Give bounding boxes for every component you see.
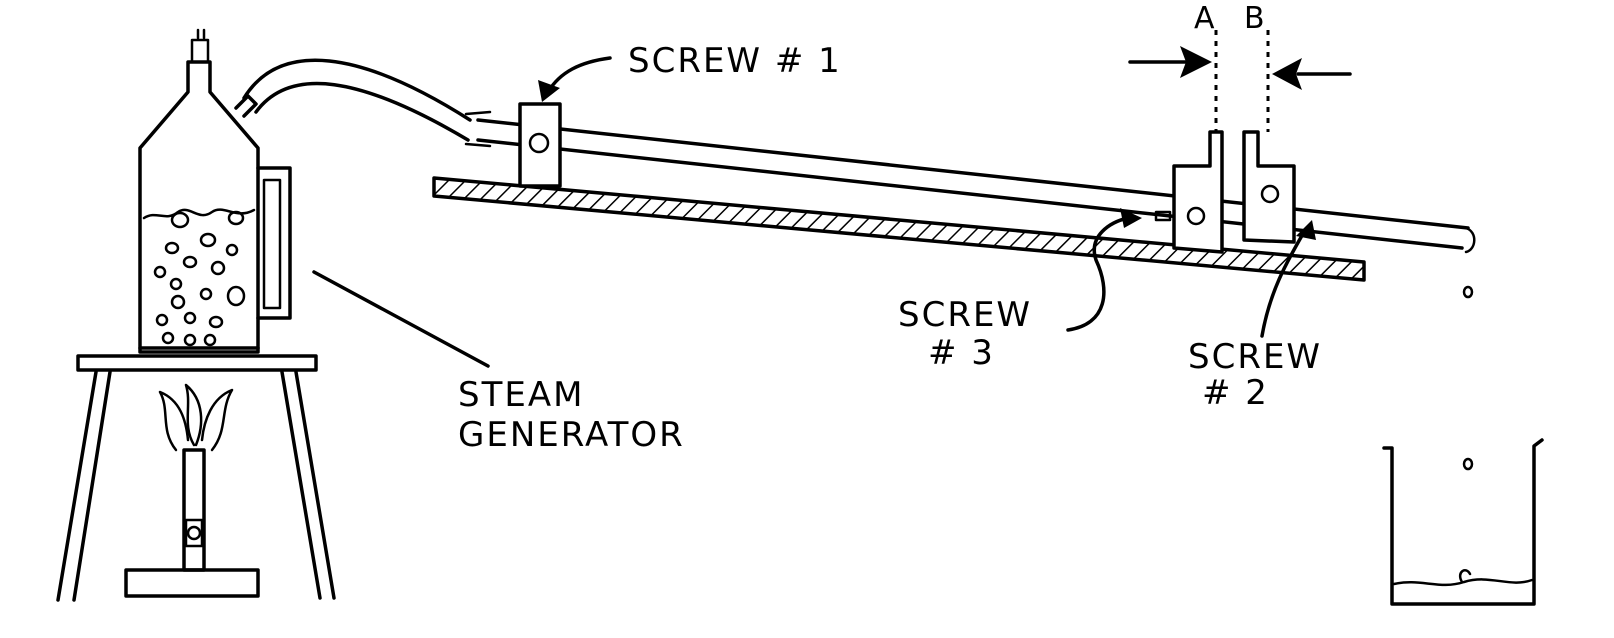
steam-generator-pointer-line: [312, 270, 490, 368]
gap-arrows: [1128, 46, 1352, 90]
screw1-pointer: [538, 56, 612, 102]
water-surface: [142, 208, 256, 220]
generator-outlet: [234, 94, 258, 118]
reference-lines: [1214, 30, 1270, 132]
tripod-stand: [56, 354, 336, 602]
screw3-pointer-line: [1066, 216, 1130, 332]
tripod-leg-right-inner: [294, 370, 336, 600]
drop-2: [1462, 457, 1474, 471]
tripod-top-plate: [76, 354, 318, 372]
burner-valve: [186, 525, 202, 541]
hose-lower-edge: [254, 81, 470, 142]
label-screw-2-line1: SCREW: [1188, 337, 1322, 377]
hose-upper-edge: [242, 58, 472, 122]
clamp1-screw-head: [528, 132, 550, 154]
flame-left: [158, 390, 190, 452]
base-board-hatched: [432, 176, 1366, 282]
screw2-pointer: [1260, 220, 1316, 338]
label-screw-2-line2: # 2: [1202, 373, 1269, 413]
beaker-splash: [1458, 569, 1472, 584]
base-board: [432, 176, 1366, 282]
generator-body: [138, 60, 260, 354]
beaker: [1382, 438, 1544, 606]
beaker-outline: [1382, 438, 1544, 606]
rod-end-cap: [1464, 226, 1476, 254]
burner-air-hole: [184, 518, 204, 548]
drop-1: [1462, 285, 1474, 299]
steam-hose: [242, 58, 492, 148]
clamp-b-screw-head: [1260, 184, 1280, 204]
tripod-leg-left: [56, 370, 98, 602]
bunsen-burner: [124, 383, 260, 598]
generator-stopper: [190, 38, 210, 64]
label-marker-a: A: [1194, 1, 1217, 36]
screw1-pointer-line: [546, 56, 612, 94]
label-screw-3-line1: SCREW: [898, 295, 1032, 335]
metal-rod: [476, 118, 1476, 254]
steam-generator-pointer: [312, 270, 490, 368]
screw3-pointer: [1066, 208, 1142, 332]
clamp-screw-1: [518, 102, 562, 188]
burner-base: [124, 568, 260, 598]
burner-tube: [182, 448, 206, 572]
clamp-b: [1242, 130, 1296, 244]
label-screw-1: SCREW # 1: [628, 41, 842, 81]
flame-center: [184, 383, 203, 447]
arrow-right-head: [1272, 58, 1302, 90]
screw2-pointer-head: [1296, 220, 1316, 240]
clamp-a-screw-head: [1186, 206, 1206, 226]
flame-right: [200, 388, 234, 452]
water-drops: [1462, 285, 1474, 471]
steam-generator: [138, 28, 292, 354]
tripod-leg-right: [280, 370, 322, 600]
rod-top-edge: [476, 118, 1470, 230]
water-gauge-tube: [262, 178, 282, 310]
label-marker-b: B: [1244, 1, 1267, 36]
screw2-pointer-line: [1260, 230, 1306, 338]
clamp-a: [1154, 130, 1224, 254]
label-steam-line2: GENERATOR: [458, 415, 685, 455]
clamp-a-block: [1172, 130, 1224, 254]
hose-nozzle: [464, 110, 492, 148]
label-steam-line1: STEAM: [458, 375, 584, 415]
beaker-water-surface: [1392, 578, 1534, 587]
screw1-pointer-head: [538, 80, 560, 102]
water-bubbles: [153, 210, 246, 347]
tripod-leg-left-inner: [72, 370, 112, 602]
screw3-stub: [1154, 210, 1172, 222]
label-screw-3-line2: # 3: [928, 333, 995, 373]
screw3-pointer-head: [1120, 208, 1142, 228]
rod-bottom-edge: [476, 138, 1464, 250]
water-gauge-outer: [256, 166, 292, 320]
arrow-left-head: [1180, 46, 1212, 78]
